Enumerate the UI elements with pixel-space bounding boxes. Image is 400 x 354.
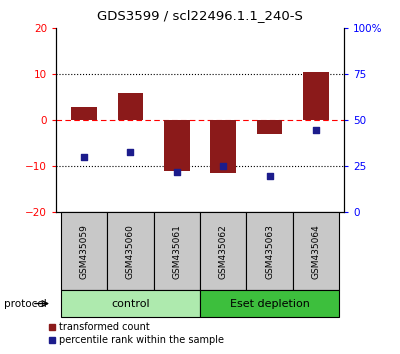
Text: GSM435064: GSM435064 [312, 224, 321, 279]
Point [127, 149, 134, 154]
Bar [293, 212, 339, 290]
Point [81, 154, 87, 160]
Text: control: control [111, 298, 150, 309]
Text: GSM435060: GSM435060 [126, 224, 135, 279]
Text: Eset depletion: Eset depletion [230, 298, 310, 309]
Bar [61, 290, 200, 317]
Text: GSM435063: GSM435063 [265, 224, 274, 279]
Bar [200, 290, 339, 317]
Text: GSM435062: GSM435062 [219, 224, 228, 279]
Text: GSM435061: GSM435061 [172, 224, 181, 279]
Bar [246, 212, 293, 290]
Bar [164, 120, 190, 171]
Text: GSM435059: GSM435059 [79, 224, 88, 279]
Bar [61, 212, 107, 290]
Bar [200, 212, 246, 290]
Bar [107, 212, 154, 290]
Text: protocol: protocol [4, 298, 47, 309]
Bar [154, 212, 200, 290]
Bar [210, 120, 236, 173]
Bar [118, 93, 143, 120]
Text: GDS3599 / scl22496.1.1_240-S: GDS3599 / scl22496.1.1_240-S [97, 9, 303, 22]
Point [266, 173, 273, 178]
Bar [303, 72, 329, 120]
Legend: transformed count, percentile rank within the sample: transformed count, percentile rank withi… [45, 319, 228, 349]
Bar [257, 120, 282, 134]
Point [220, 164, 226, 169]
Point [174, 169, 180, 175]
Bar [71, 107, 97, 120]
Point [313, 127, 319, 132]
